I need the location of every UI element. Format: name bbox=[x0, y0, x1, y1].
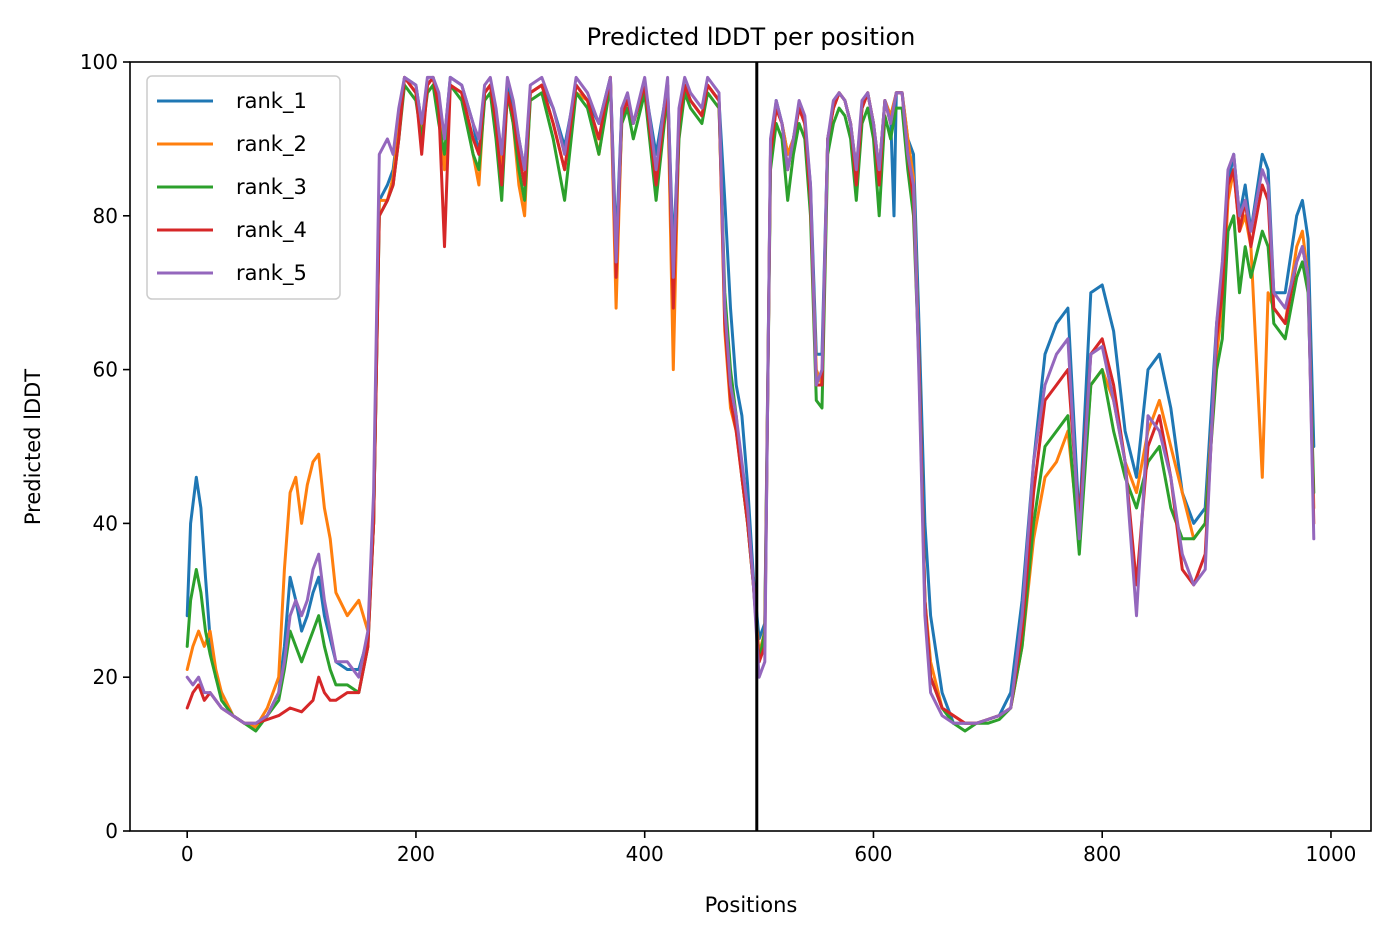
axes-frame bbox=[129, 61, 1372, 832]
y-axis-ticks: 0 20 40 60 80 100 bbox=[80, 50, 130, 843]
x-axis-label: Positions bbox=[705, 893, 798, 917]
legend-label-rank-4: rank_4 bbox=[236, 218, 307, 243]
y-tick-label: 0 bbox=[105, 819, 118, 843]
chart-title: Predicted lDDT per position bbox=[587, 23, 916, 51]
y-tick-label: 40 bbox=[93, 511, 118, 535]
y-tick-label: 100 bbox=[80, 50, 118, 74]
legend-label-rank-1: rank_1 bbox=[236, 89, 307, 114]
plot-area bbox=[129, 61, 1372, 832]
x-tick-label: 1000 bbox=[1306, 842, 1357, 866]
x-tick-label: 600 bbox=[854, 842, 892, 866]
series-line-rank-5 bbox=[185, 75, 1316, 725]
y-tick-label: 60 bbox=[93, 358, 118, 382]
x-tick-label: 200 bbox=[397, 842, 435, 866]
legend-label-rank-3: rank_3 bbox=[236, 175, 307, 200]
legend-frame bbox=[146, 75, 341, 300]
legend-label-rank-2: rank_2 bbox=[236, 132, 307, 157]
y-axis-label: Predicted lDDT bbox=[21, 369, 45, 525]
series-layer bbox=[185, 75, 1316, 733]
y-tick-label: 80 bbox=[93, 204, 118, 228]
series-line-rank-4 bbox=[185, 75, 1316, 725]
legend-label-rank-5: rank_5 bbox=[236, 261, 307, 286]
legend: rank_1 rank_2 rank_3 rank_4 rank_5 bbox=[146, 75, 341, 300]
x-tick-label: 0 bbox=[181, 842, 194, 866]
x-axis-ticks: 0 200 400 600 800 1000 bbox=[181, 831, 1357, 866]
y-tick-label: 20 bbox=[93, 665, 118, 689]
x-tick-label: 800 bbox=[1083, 842, 1121, 866]
legend-items: rank_1 rank_2 rank_3 rank_4 rank_5 bbox=[157, 89, 307, 286]
x-tick-label: 400 bbox=[626, 842, 664, 866]
